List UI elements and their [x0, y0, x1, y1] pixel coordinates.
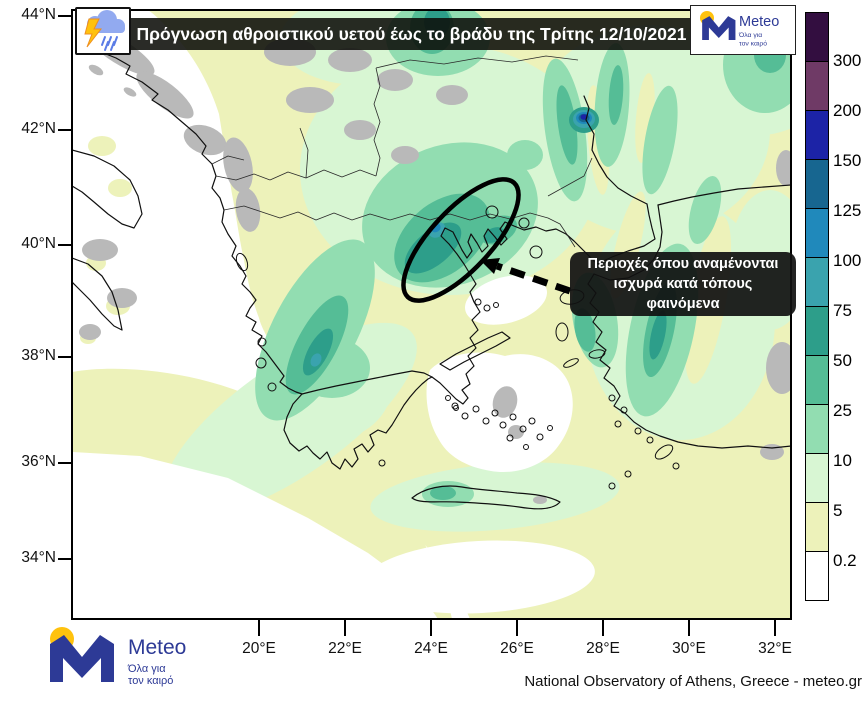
annotation-line-2: ισχυρά κατά τόπους: [613, 276, 753, 292]
colorbar-segment: [805, 502, 829, 552]
title-bar: Πρόγνωση αθροιστικού υετού έως το βράδυ …: [131, 18, 692, 50]
colorbar-segment: [805, 61, 829, 111]
meteo-m-with-sun-icon: Meteo Όλα για τον καιρό: [700, 11, 779, 48]
credit-text: National Observatory of Athens, Greece -…: [524, 673, 862, 690]
colorbar-segment: [805, 453, 829, 503]
meteo-logo-bottom: Meteo Όλα για τον καιρό: [50, 627, 186, 687]
colorbar-segment: [805, 551, 829, 601]
brand-name-top: Meteo: [739, 14, 779, 30]
colorbar: [805, 12, 829, 601]
storm-icon-box: [75, 7, 131, 55]
colorbar-segment: [805, 208, 829, 258]
annotation-line-3: φαινόμενα: [646, 296, 720, 312]
country-borders: [211, 55, 593, 248]
brand-tagline-top-1: Όλα για: [738, 32, 762, 39]
colorbar-segment: [805, 110, 829, 160]
colorbar-segment: [805, 159, 829, 209]
brand-tagline-bottom-2: τον καιρό: [128, 675, 173, 687]
meteo-logo-box-top: Meteo Όλα για τον καιρό: [690, 5, 796, 55]
brand-name-bottom: Meteo: [128, 636, 186, 659]
highlight-arrow: [480, 258, 572, 295]
colorbar-segment: [805, 404, 829, 454]
colorbar-segment: [805, 306, 829, 356]
annotation-line-1: Περιοχές όπου αναμένονται: [587, 256, 779, 272]
colorbar-segment: [805, 12, 829, 62]
islands: [235, 205, 680, 490]
coastlines: [73, 27, 790, 510]
annotation-callout: Περιοχές όπου αναμένονται ισχυρά κατά τό…: [570, 252, 796, 316]
precip-fills: [73, 11, 790, 618]
storm-cloud-lightning-rain-icon: [84, 10, 125, 51]
map-title: Πρόγνωση αθροιστικού υετού έως το βράδυ …: [136, 23, 687, 44]
brand-tagline-top-2: τον καιρό: [739, 40, 767, 48]
colorbar-segment: [805, 355, 829, 405]
colorbar-segment: [805, 257, 829, 307]
brand-tagline-bottom-1: Όλα για: [127, 663, 166, 675]
